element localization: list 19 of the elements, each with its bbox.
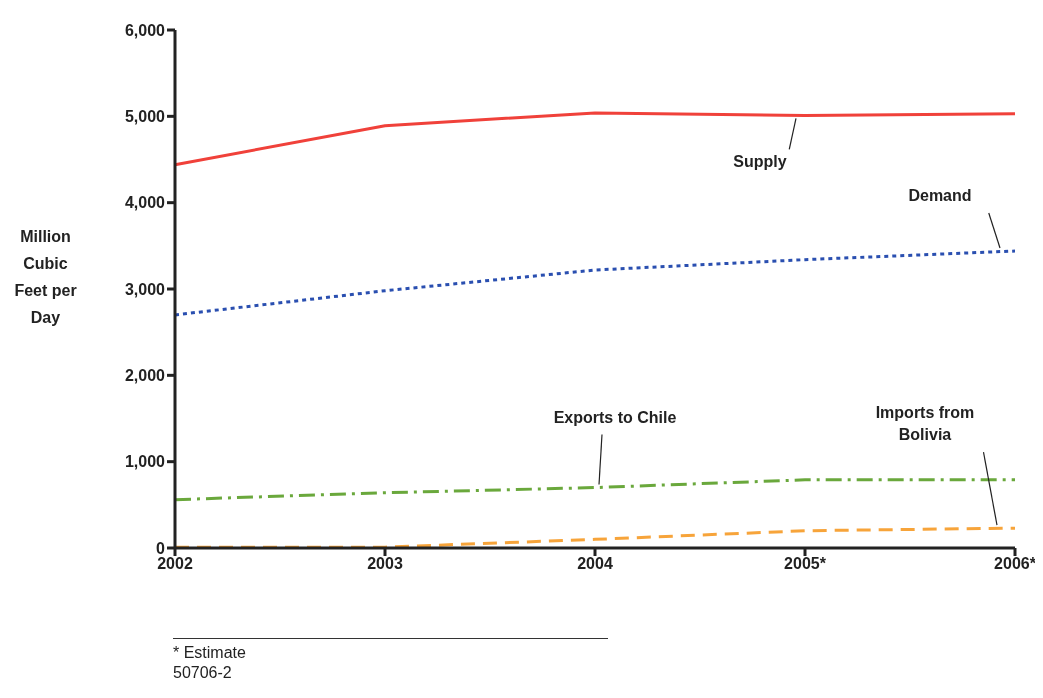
x-tick-label: 2006* <box>994 555 1037 573</box>
y-tick-label: 0 <box>156 539 166 557</box>
y-tick-label: 6,000 <box>124 21 166 39</box>
y-tick-label: 5,000 <box>124 108 166 126</box>
y-tick-label: 4,000 <box>124 194 166 212</box>
text: Supply <box>733 153 787 171</box>
y-tick-label: 3,000 <box>124 280 166 298</box>
text: Demand <box>908 187 972 205</box>
x-tick-label: 2002 <box>157 555 193 573</box>
x-tick-label: 2003 <box>367 555 403 573</box>
x-tick-label: 2005* <box>784 555 827 573</box>
text: Exports to Chile <box>553 408 677 426</box>
text: Imports from Bolivia <box>875 404 975 444</box>
text: * Estimate <box>173 643 247 663</box>
x-tick-label: 2004 <box>577 555 613 573</box>
y-tick-label: 1,000 <box>124 453 166 471</box>
text: 50706-2 <box>173 663 233 683</box>
y-tick-label: 2,000 <box>124 367 166 385</box>
y-axis-title: Million Cubic Feet per Day <box>13 227 78 328</box>
